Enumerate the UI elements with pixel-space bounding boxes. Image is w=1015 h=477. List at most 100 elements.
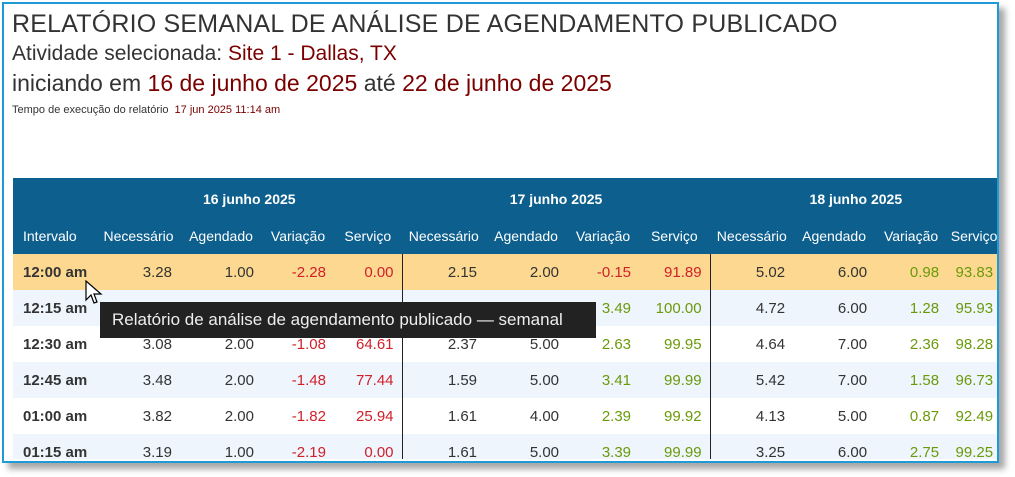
exec-value: 17 jun 2025 11:14 am	[174, 104, 281, 116]
scheduled-cell: 2.00	[485, 254, 568, 290]
execution-time: Tempo de execução do relatório 17 jun 202…	[12, 104, 280, 116]
interval-header: Intervalo	[13, 218, 97, 254]
range-prefix: iniciando em	[12, 70, 142, 96]
service-cell: 99.25	[947, 434, 997, 459]
range-mid: até	[363, 70, 396, 96]
service-cell: 100.00	[639, 290, 711, 326]
table-body: 12:00 am 3.28 1.00 -2.28 0.00 2.15 2.00 -0.15 91…	[13, 254, 997, 459]
column-header: Necessário	[97, 218, 180, 254]
variance-cell: 2.75	[875, 434, 948, 459]
variance-cell: -0.15	[567, 254, 640, 290]
activity-value: Site 1 - Dallas, TX	[228, 42, 397, 65]
service-cell: 91.89	[639, 254, 711, 290]
variance-cell: -1.82	[262, 398, 334, 434]
table-row: 12:00 am 3.28 1.00 -2.28 0.00 2.15 2.00 -0.15 91…	[13, 254, 997, 290]
column-header: Variação	[875, 218, 948, 254]
range-end: 22 de junho de 2025	[402, 70, 612, 96]
service-cell: 99.99	[639, 434, 711, 459]
required-cell: 1.61	[402, 398, 486, 434]
variance-cell: 1.28	[875, 290, 948, 326]
exec-label: Tempo de execução do relatório	[12, 104, 169, 116]
date-header-3: 18 junho 2025	[710, 178, 997, 218]
interval-cell: 12:45 am	[13, 362, 97, 398]
service-cell: 77.44	[334, 362, 403, 398]
service-cell: 92.49	[947, 398, 997, 434]
column-header: Serviço	[639, 218, 711, 254]
column-header: Necessário	[710, 218, 794, 254]
column-header: Necessário	[402, 218, 486, 254]
scheduled-cell: 4.00	[485, 398, 568, 434]
date-header-1: 16 junho 2025	[97, 178, 403, 218]
blank-header	[13, 178, 97, 218]
activity-line: Atividade selecionada: Site 1 - Dallas, …	[12, 42, 397, 66]
variance-cell: 2.39	[567, 398, 640, 434]
column-header: Agendado	[485, 218, 568, 254]
required-cell: 5.02	[710, 254, 794, 290]
required-cell: 4.72	[710, 290, 794, 326]
interval-cell: 12:15 am	[13, 290, 97, 326]
required-cell: 3.82	[97, 398, 180, 434]
scheduled-cell: 7.00	[793, 362, 876, 398]
range-start: 16 de junho de 2025	[147, 70, 358, 96]
required-cell: 1.59	[402, 362, 486, 398]
variance-cell: 0.87	[875, 398, 948, 434]
scheduled-cell: 5.00	[793, 398, 876, 434]
required-cell: 3.19	[97, 434, 180, 459]
scheduled-cell: 6.00	[793, 434, 876, 459]
scheduled-cell: 5.00	[485, 434, 568, 459]
scheduled-cell: 1.00	[180, 434, 262, 459]
service-cell: 99.95	[639, 326, 711, 362]
required-cell: 4.64	[710, 326, 794, 362]
variance-cell: 3.41	[567, 362, 640, 398]
column-header: Agendado	[793, 218, 876, 254]
column-header: Serviço	[334, 218, 403, 254]
variance-cell: -2.28	[262, 254, 334, 290]
required-cell: 3.25	[710, 434, 794, 459]
column-header: Variação	[567, 218, 640, 254]
required-cell: 4.13	[710, 398, 794, 434]
table-row: 01:15 am 3.19 1.00 -2.19 0.00 1.61 5.00 3.39 99.…	[13, 434, 997, 459]
scheduled-cell: 2.00	[180, 362, 262, 398]
variance-cell: 3.39	[567, 434, 640, 459]
service-cell: 99.99	[639, 362, 711, 398]
required-cell: 3.28	[97, 254, 180, 290]
service-cell: 0.00	[334, 254, 403, 290]
required-cell: 2.15	[402, 254, 486, 290]
service-cell: 25.94	[334, 398, 403, 434]
variance-cell: 0.98	[875, 254, 948, 290]
table-row: 12:45 am 3.48 2.00 -1.48 77.44 1.59 5.00 3.41 99…	[13, 362, 997, 398]
service-cell: 99.92	[639, 398, 711, 434]
date-header-2: 17 junho 2025	[402, 178, 711, 218]
report-title: RELATÓRIO SEMANAL DE ANÁLISE DE AGENDAME…	[12, 10, 838, 38]
scheduled-cell: 6.00	[793, 290, 876, 326]
scheduled-cell: 2.00	[180, 398, 262, 434]
required-cell: 1.61	[402, 434, 486, 459]
interval-cell: 12:00 am	[13, 254, 97, 290]
table-row: 01:00 am 3.82 2.00 -1.82 25.94 1.61 4.00 2.39 99…	[13, 398, 997, 434]
service-cell: 93.83	[947, 254, 997, 290]
required-cell: 3.48	[97, 362, 180, 398]
mouse-pointer-icon	[85, 280, 103, 304]
scheduled-cell: 7.00	[793, 326, 876, 362]
column-header-row: Intervalo Necessário Agendado Variação Serv…	[13, 218, 997, 254]
column-header: Variação	[262, 218, 334, 254]
date-range-line: iniciando em 16 de junho de 2025 até 22 …	[12, 70, 612, 97]
schedule-table-container: 16 junho 2025 17 junho 2025 18 junho 202…	[13, 178, 997, 459]
activity-label: Atividade selecionada:	[12, 42, 223, 65]
scheduled-cell: 1.00	[180, 254, 262, 290]
table-row: 12:30 am 3.08 2.00 -1.08 64.61 2.37 5.00 2.63 99…	[13, 326, 997, 362]
interval-cell: 12:30 am	[13, 326, 97, 362]
column-header: Serviço	[947, 218, 997, 254]
variance-cell: -1.48	[262, 362, 334, 398]
date-header-row: 16 junho 2025 17 junho 2025 18 junho 202…	[13, 178, 997, 218]
service-cell: 0.00	[334, 434, 403, 459]
scheduled-cell: 5.00	[485, 362, 568, 398]
column-header: Agendado	[180, 218, 262, 254]
variance-cell: 2.36	[875, 326, 948, 362]
scheduled-cell: 6.00	[793, 254, 876, 290]
required-cell: 5.42	[710, 362, 794, 398]
interval-cell: 01:00 am	[13, 398, 97, 434]
service-cell: 98.28	[947, 326, 997, 362]
variance-cell: -2.19	[262, 434, 334, 459]
schedule-table: 16 junho 2025 17 junho 2025 18 junho 202…	[13, 178, 997, 459]
